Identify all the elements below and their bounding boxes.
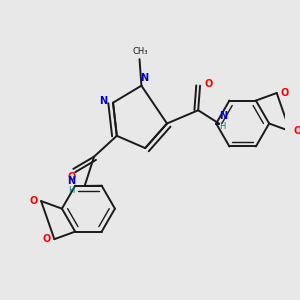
Text: N: N (67, 176, 76, 186)
Text: N: N (100, 96, 108, 106)
Text: O: O (205, 79, 213, 89)
Text: O: O (43, 234, 51, 244)
Text: O: O (293, 126, 300, 136)
Text: O: O (67, 172, 76, 182)
Text: O: O (280, 88, 288, 98)
Text: H: H (220, 122, 226, 131)
Text: CH₃: CH₃ (133, 47, 148, 56)
Text: N: N (219, 111, 227, 121)
Text: H: H (68, 186, 75, 195)
Text: O: O (29, 196, 38, 206)
Text: N: N (140, 73, 148, 83)
